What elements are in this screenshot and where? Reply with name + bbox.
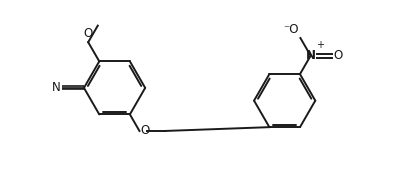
Text: O: O [333,49,342,62]
Text: ⁻O: ⁻O [283,23,298,36]
Text: N: N [306,49,316,62]
Text: +: + [316,40,324,50]
Text: O: O [84,27,93,40]
Text: N: N [52,81,60,94]
Text: O: O [141,124,150,138]
